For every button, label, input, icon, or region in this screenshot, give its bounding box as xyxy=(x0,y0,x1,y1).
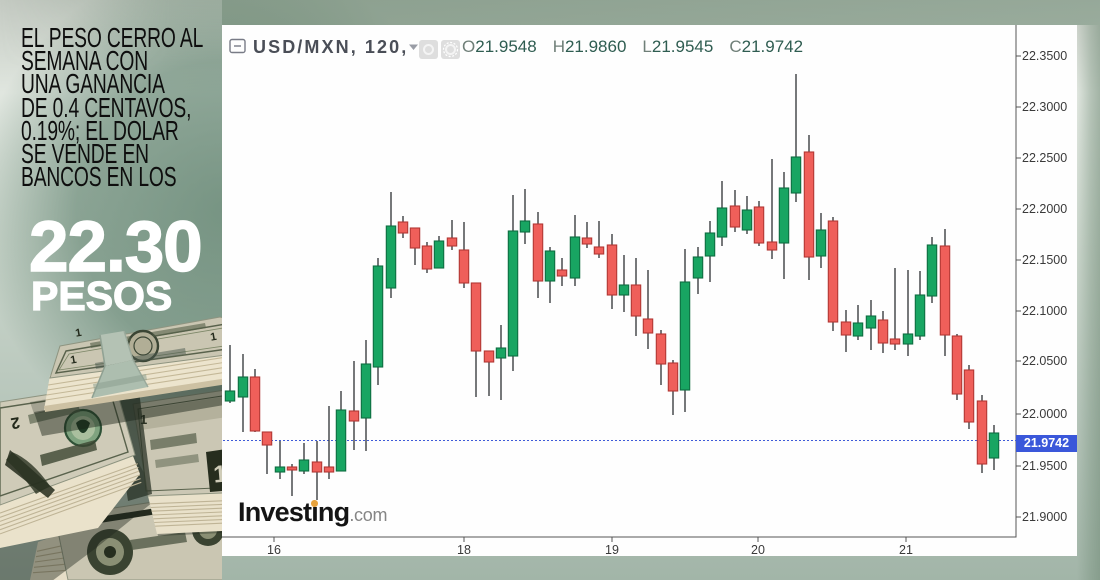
svg-text:2: 2 xyxy=(9,413,21,431)
svg-text:1: 1 xyxy=(209,331,217,344)
svg-text:1: 1 xyxy=(74,327,82,340)
svg-text:1: 1 xyxy=(69,354,77,367)
svg-text:1: 1 xyxy=(140,412,147,427)
svg-text:1: 1 xyxy=(212,460,228,488)
svg-text:1: 1 xyxy=(224,512,235,530)
